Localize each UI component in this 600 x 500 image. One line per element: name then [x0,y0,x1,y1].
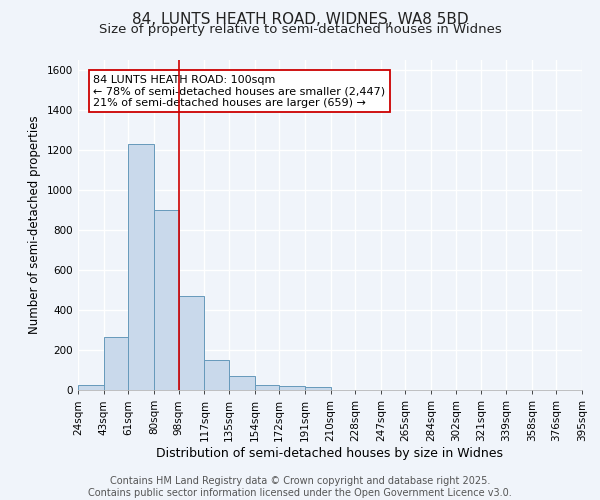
Bar [154,210,179,390]
Bar [179,296,205,390]
Bar [229,376,254,390]
Bar [78,385,104,390]
Text: Size of property relative to semi-detached houses in Widnes: Size of property relative to semi-detach… [98,22,502,36]
Bar [254,385,279,390]
X-axis label: Distribution of semi-detached houses by size in Widnes: Distribution of semi-detached houses by … [157,446,503,460]
Bar [305,387,331,390]
Bar [205,360,229,390]
Bar [128,144,154,390]
Text: 84, LUNTS HEATH ROAD, WIDNES, WA8 5BD: 84, LUNTS HEATH ROAD, WIDNES, WA8 5BD [131,12,469,28]
Text: 84 LUNTS HEATH ROAD: 100sqm
← 78% of semi-detached houses are smaller (2,447)
21: 84 LUNTS HEATH ROAD: 100sqm ← 78% of sem… [93,75,385,108]
Y-axis label: Number of semi-detached properties: Number of semi-detached properties [28,116,41,334]
Bar [104,337,128,390]
Text: Contains HM Land Registry data © Crown copyright and database right 2025.
Contai: Contains HM Land Registry data © Crown c… [88,476,512,498]
Bar [279,386,305,390]
